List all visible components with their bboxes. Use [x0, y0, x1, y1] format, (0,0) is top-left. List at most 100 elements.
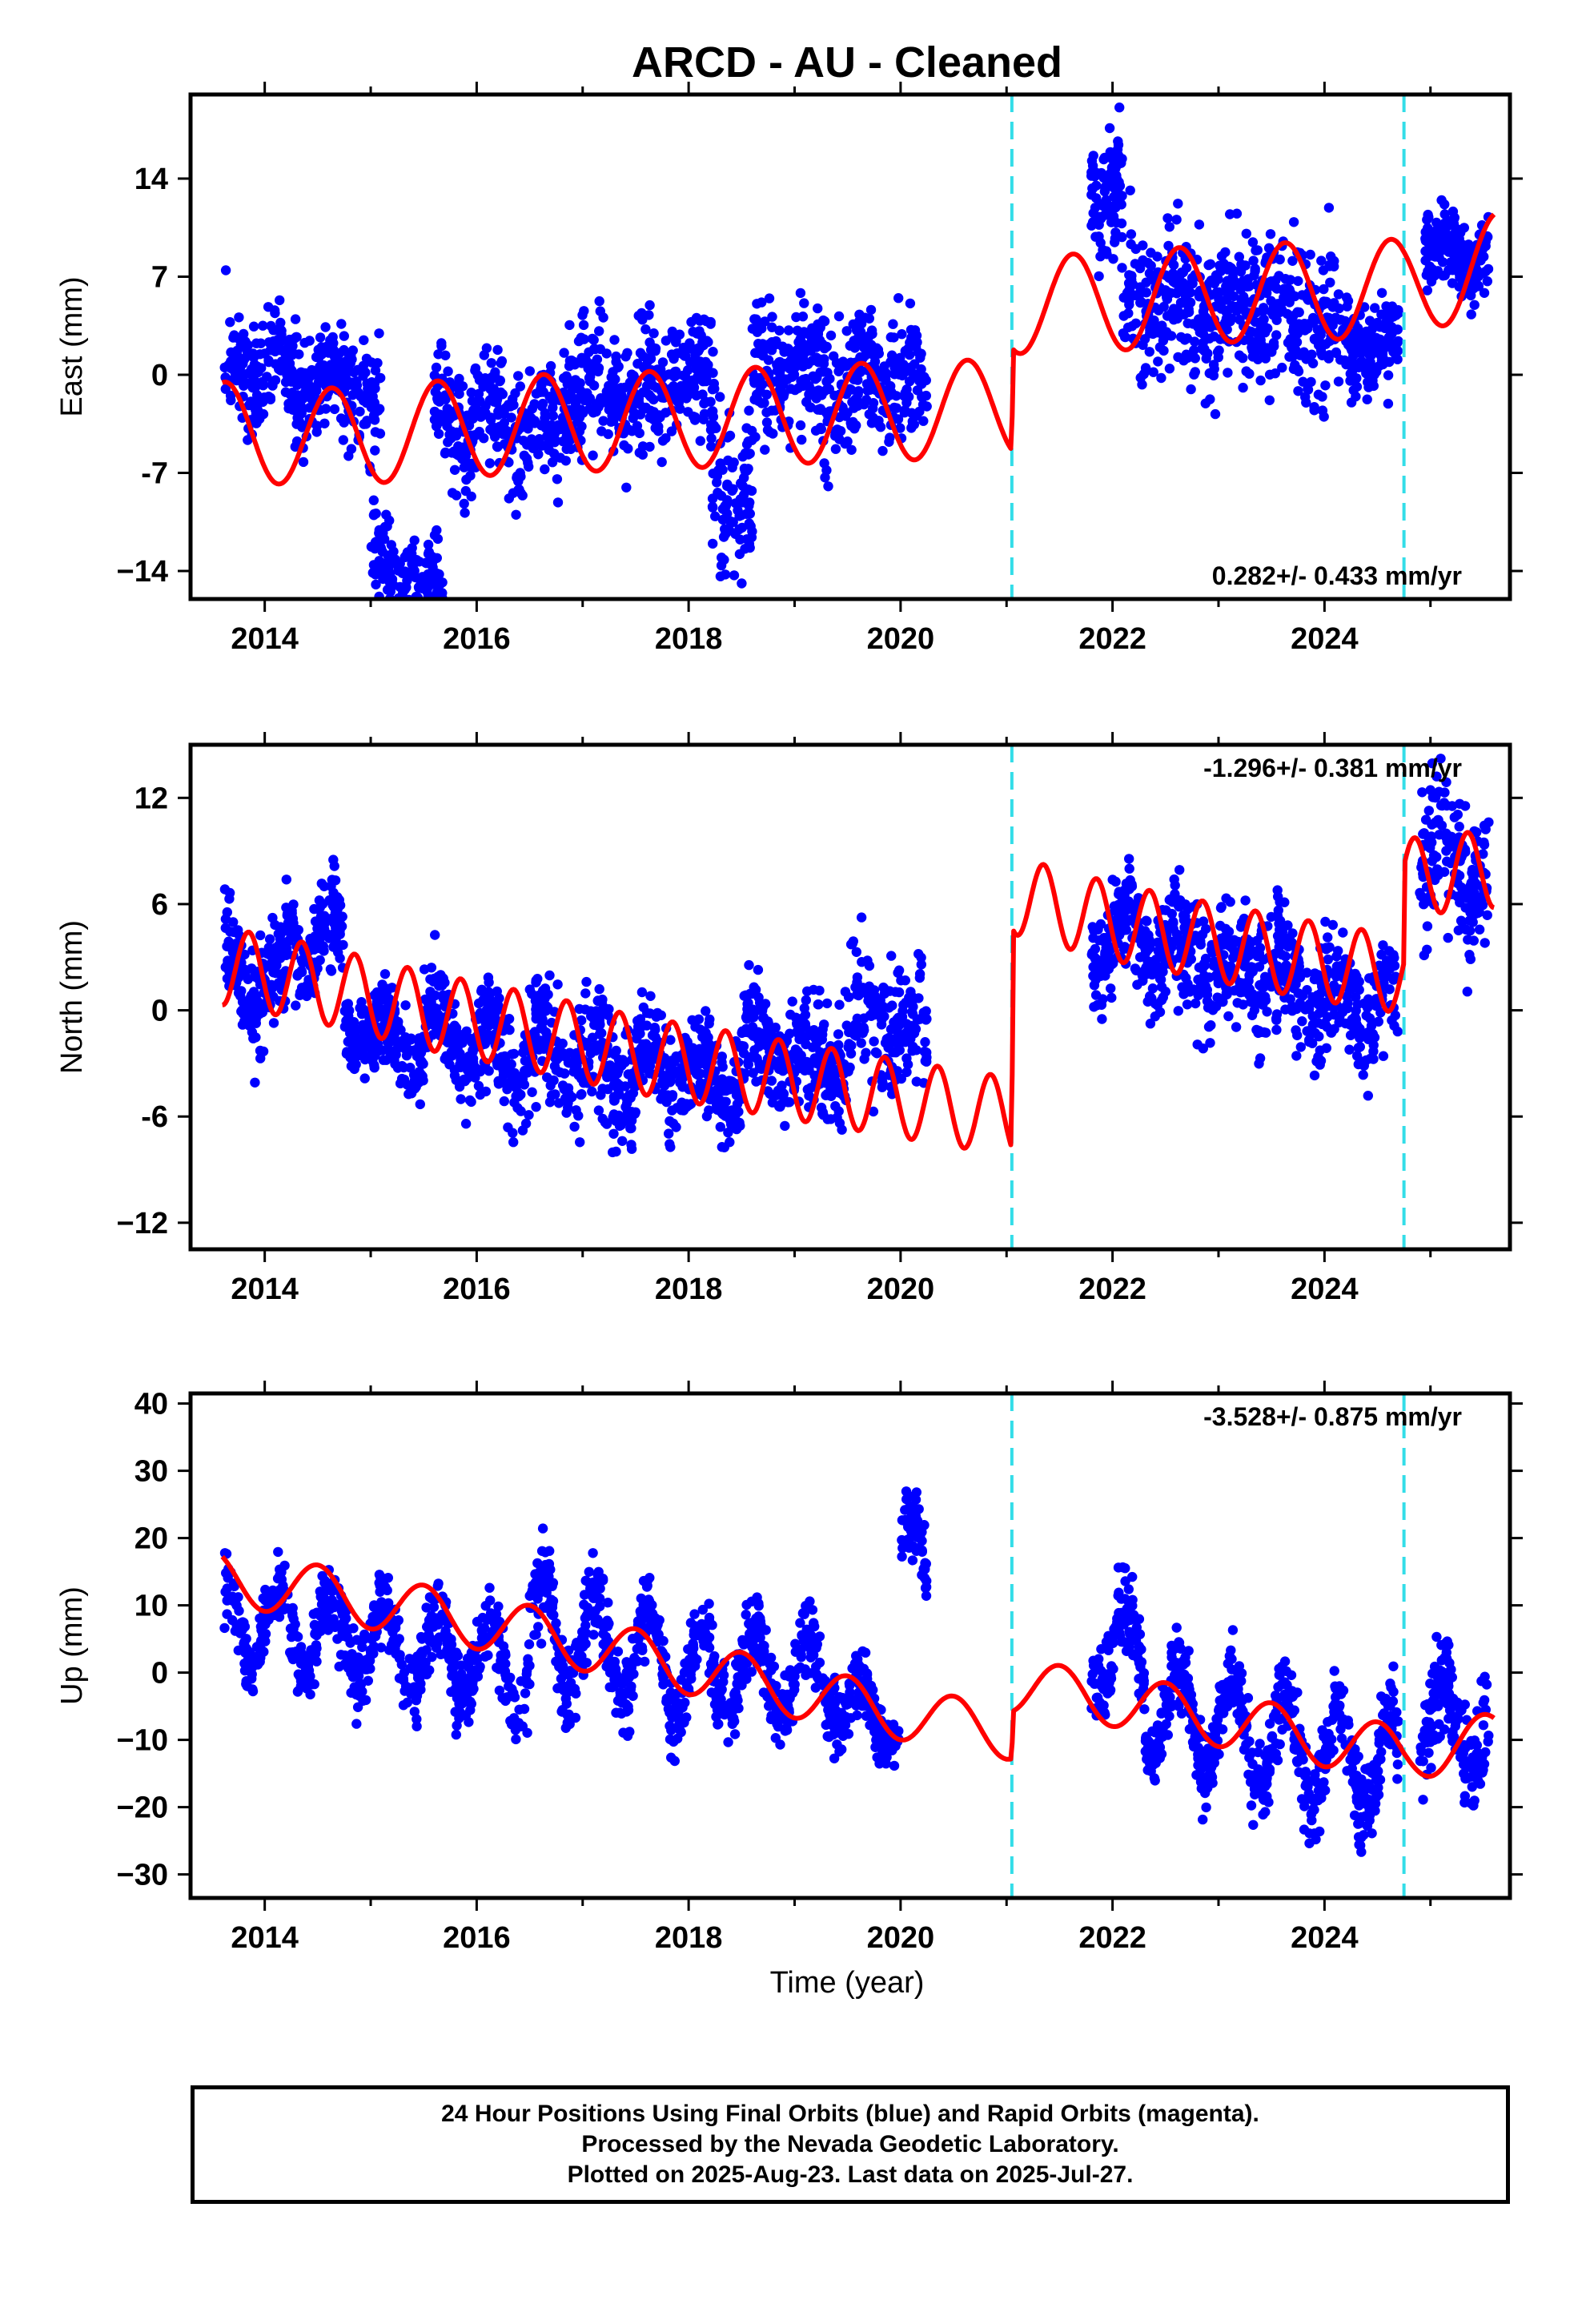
north-point [222, 941, 232, 952]
north-point [808, 1026, 818, 1036]
east-point [379, 533, 390, 545]
east-point [592, 401, 603, 412]
east-point [1335, 315, 1347, 325]
north-point [905, 987, 916, 997]
east-point [1140, 363, 1151, 373]
east-point [897, 329, 907, 340]
east-point [1216, 304, 1227, 314]
east-point [653, 421, 664, 432]
north-point [1245, 967, 1255, 979]
east-point [1241, 228, 1252, 239]
north-point [288, 920, 299, 931]
east-point [1208, 370, 1219, 381]
east-point [1426, 276, 1437, 287]
east-point [329, 404, 340, 415]
east-point [440, 447, 451, 458]
east-point [720, 569, 731, 580]
east-point [917, 392, 927, 402]
north-point [861, 988, 873, 999]
north-point [275, 922, 286, 932]
north-point [480, 1018, 491, 1028]
east-rate-label: 0.282+/- 0.433 mm/yr [1212, 561, 1462, 590]
east-point [884, 436, 894, 447]
east-point [251, 404, 261, 416]
east-point [449, 381, 460, 392]
north-point [430, 930, 440, 940]
east-point [1249, 270, 1259, 281]
east-point [768, 428, 778, 439]
east-point [1319, 412, 1329, 422]
north-point [426, 963, 437, 973]
east-point [813, 325, 824, 336]
east-point [752, 299, 762, 309]
east-point [1342, 301, 1352, 312]
east-point [431, 362, 442, 373]
east-point [921, 375, 932, 386]
north-point [450, 1029, 460, 1039]
north-point [305, 934, 315, 944]
north-point [254, 1005, 264, 1015]
north-point [644, 1008, 656, 1019]
east-point [1098, 200, 1108, 211]
north-point [220, 923, 231, 933]
north-point [800, 1010, 811, 1020]
east-x-tick-label: 2024 [1291, 622, 1359, 656]
north-point [668, 1118, 679, 1129]
north-point [356, 1009, 367, 1019]
east-point [640, 324, 651, 335]
north-point [920, 1037, 930, 1047]
north-point [645, 991, 656, 1002]
north-point [475, 1007, 486, 1019]
north-point [484, 977, 494, 987]
east-point [320, 404, 331, 414]
north-point [330, 909, 341, 920]
north-point [1143, 943, 1154, 954]
east-point [374, 328, 384, 339]
east-point [1432, 266, 1443, 276]
north-point [378, 1055, 389, 1065]
north-point [656, 1010, 666, 1021]
north-point [587, 1086, 597, 1097]
east-point [468, 413, 478, 424]
north-point [516, 1106, 526, 1116]
east-point [542, 431, 552, 441]
east-point [536, 380, 547, 391]
north-point [460, 1119, 472, 1129]
east-point [825, 330, 837, 341]
north-point [780, 1120, 790, 1132]
east-point [853, 386, 864, 396]
east-point [1146, 247, 1156, 258]
east-point [495, 376, 505, 387]
east-point [1189, 369, 1199, 380]
east-point [1305, 249, 1315, 260]
north-point [437, 980, 448, 991]
north-point [704, 1019, 714, 1029]
east-point [1348, 343, 1359, 353]
east-point [540, 464, 550, 475]
east-point [529, 399, 540, 409]
east-point [750, 432, 761, 442]
north-point [833, 1087, 844, 1098]
east-point [515, 381, 525, 392]
east-point [370, 365, 381, 376]
east-point [1363, 382, 1374, 392]
east-point [433, 428, 444, 439]
east-point [1390, 344, 1400, 355]
east-point [1370, 303, 1380, 313]
east-point [680, 372, 691, 382]
north-point [1231, 1022, 1242, 1032]
east-point [398, 609, 408, 619]
east-point [1275, 254, 1285, 265]
east-point [548, 411, 558, 421]
east-point [918, 416, 929, 426]
north-point [632, 1015, 643, 1026]
east-point [1269, 341, 1279, 352]
east-point [385, 586, 396, 597]
east-point [729, 457, 739, 468]
north-point [1093, 959, 1104, 970]
north-point [790, 1044, 801, 1055]
east-point [370, 445, 380, 456]
east-point [688, 386, 698, 396]
east-point [375, 542, 386, 553]
